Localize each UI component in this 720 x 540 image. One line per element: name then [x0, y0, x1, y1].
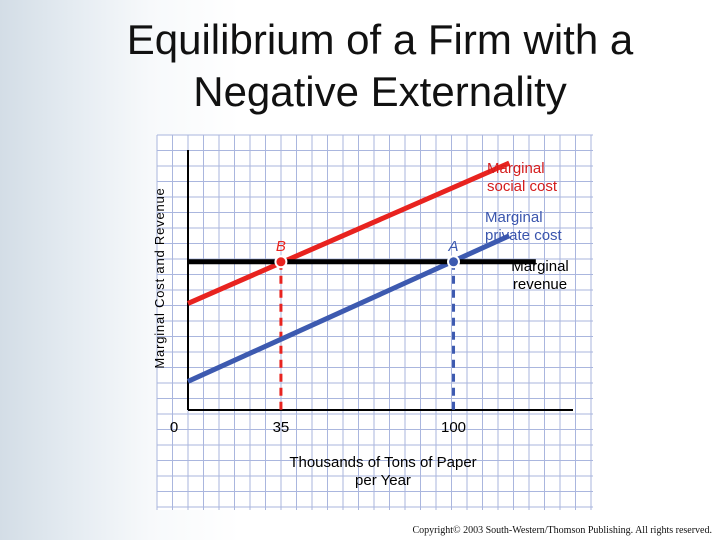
title-line-1: Equilibrium of a Firm with a — [126, 16, 634, 63]
axes — [187, 150, 573, 411]
point-a-marker — [447, 255, 461, 269]
x-axis-label-line-2: per Year — [355, 472, 411, 489]
copyright-notice: Copyright© 2003 South-Western/Thomson Pu… — [412, 525, 712, 536]
social-cost-label-line-1: Marginal — [487, 160, 545, 177]
x-tick-label-35: 35 — [273, 419, 290, 436]
point-b-label: B — [276, 238, 286, 255]
private-cost-label-line-2: private cost — [485, 227, 563, 244]
x-tick-labels: 0 35 100 — [170, 419, 466, 436]
x-tick-label-100: 100 — [441, 419, 466, 436]
point-b-marker — [274, 255, 288, 269]
private-cost-label-line-1: Marginal — [485, 209, 543, 226]
social-cost-label-line-2: social cost — [487, 178, 558, 195]
point-a-label: A — [448, 238, 459, 255]
revenue-label-line-1: Marginal — [511, 258, 569, 275]
title-line-2: Negative Externality — [193, 68, 567, 115]
revenue-label-line-2: revenue — [513, 276, 567, 293]
drop-lines — [279, 261, 456, 410]
slide-title: Equilibrium of a Firm with a Negative Ex… — [0, 14, 720, 118]
x-tick-label-0: 0 — [170, 419, 178, 436]
y-axis-label: Marginal Cost and Revenue — [152, 187, 167, 368]
series-line-social — [186, 160, 511, 306]
x-axis-label-line-1: Thousands of Tons of Paper — [289, 454, 476, 471]
